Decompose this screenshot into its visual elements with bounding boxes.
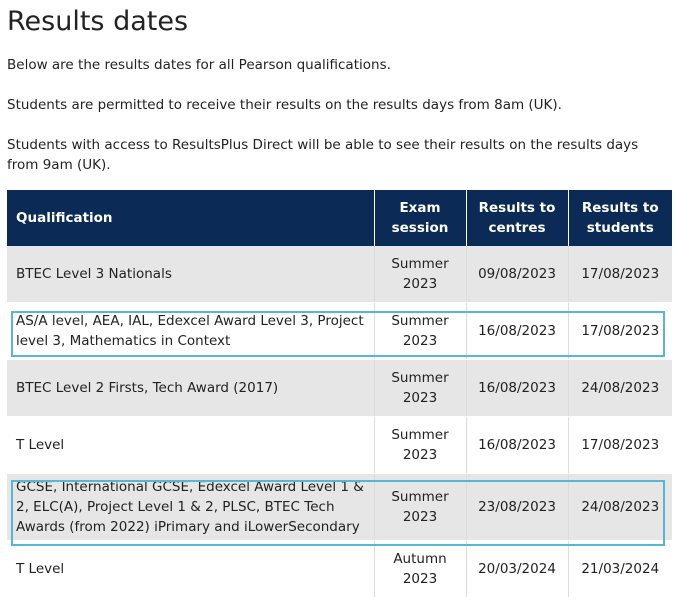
exam-session-cell: Summer 2023 (374, 473, 467, 541)
results-to-students-cell: 17/08/2023 (568, 416, 672, 474)
results-to-centres-cell: 16/08/2023 (466, 359, 569, 417)
qualification-cell: BTEC Level 2 Firsts, Tech Award (2017) (7, 359, 375, 417)
header-exam-session: Exam session (374, 190, 467, 246)
results-to-centres-cell: 23/08/2023 (466, 473, 569, 541)
resultsplus-text: Students with access to ResultsPlus Dire… (7, 137, 639, 173)
exam-session-cell: Summer 2023 (374, 416, 467, 474)
results-dates-table: Qualification Exam session Results to ce… (7, 190, 672, 598)
results-to-students-cell: 24/08/2023 (568, 359, 672, 417)
table-row: AS/A level, AEA, IAL, Edexcel Award Leve… (7, 302, 672, 360)
results-to-students-cell: 17/08/2023 (568, 246, 672, 303)
table-row: BTEC Level 3 Nationals Summer 2023 09/08… (7, 246, 672, 303)
exam-session-cell: Summer 2023 (374, 359, 467, 417)
permitted-text: Students are permitted to receive their … (7, 97, 562, 113)
page-content: Results dates Below are the results date… (7, 0, 672, 598)
results-to-centres-cell: 16/08/2023 (466, 302, 569, 360)
table-row: BTEC Level 2 Firsts, Tech Award (2017) S… (7, 359, 672, 417)
qualification-cell: AS/A level, AEA, IAL, Edexcel Award Leve… (7, 302, 375, 360)
qualification-cell: T Level (7, 416, 375, 474)
qualification-cell: T Level (7, 540, 375, 598)
header-qualification: Qualification (7, 190, 375, 246)
results-to-students-cell: 24/08/2023 (568, 473, 672, 541)
exam-session-cell: Summer 2023 (374, 246, 467, 303)
header-results-to-centres: Results to centres (466, 190, 569, 246)
qualification-cell: GCSE, International GCSE, Edexcel Award … (7, 473, 375, 541)
results-to-centres-cell: 09/08/2023 (466, 246, 569, 303)
table-row: T Level Autumn 2023 20/03/2024 21/03/202… (7, 540, 672, 598)
table-header: Qualification Exam session Results to ce… (7, 190, 672, 246)
results-to-students-cell: 21/03/2024 (568, 540, 672, 598)
exam-session-cell: Autumn 2023 (374, 540, 467, 598)
results-to-students-cell: 17/08/2023 (568, 302, 672, 360)
exam-session-cell: Summer 2023 (374, 302, 467, 360)
page-title: Results dates (7, 6, 189, 37)
table-row: GCSE, International GCSE, Edexcel Award … (7, 473, 672, 541)
table-row: T Level Summer 2023 16/08/2023 17/08/202… (7, 416, 672, 474)
qualification-cell: BTEC Level 3 Nationals (7, 246, 375, 303)
results-to-centres-cell: 16/08/2023 (466, 416, 569, 474)
results-to-centres-cell: 20/03/2024 (466, 540, 569, 598)
header-results-to-students: Results to students (568, 190, 672, 246)
intro-text: Below are the results dates for all Pear… (7, 57, 391, 73)
